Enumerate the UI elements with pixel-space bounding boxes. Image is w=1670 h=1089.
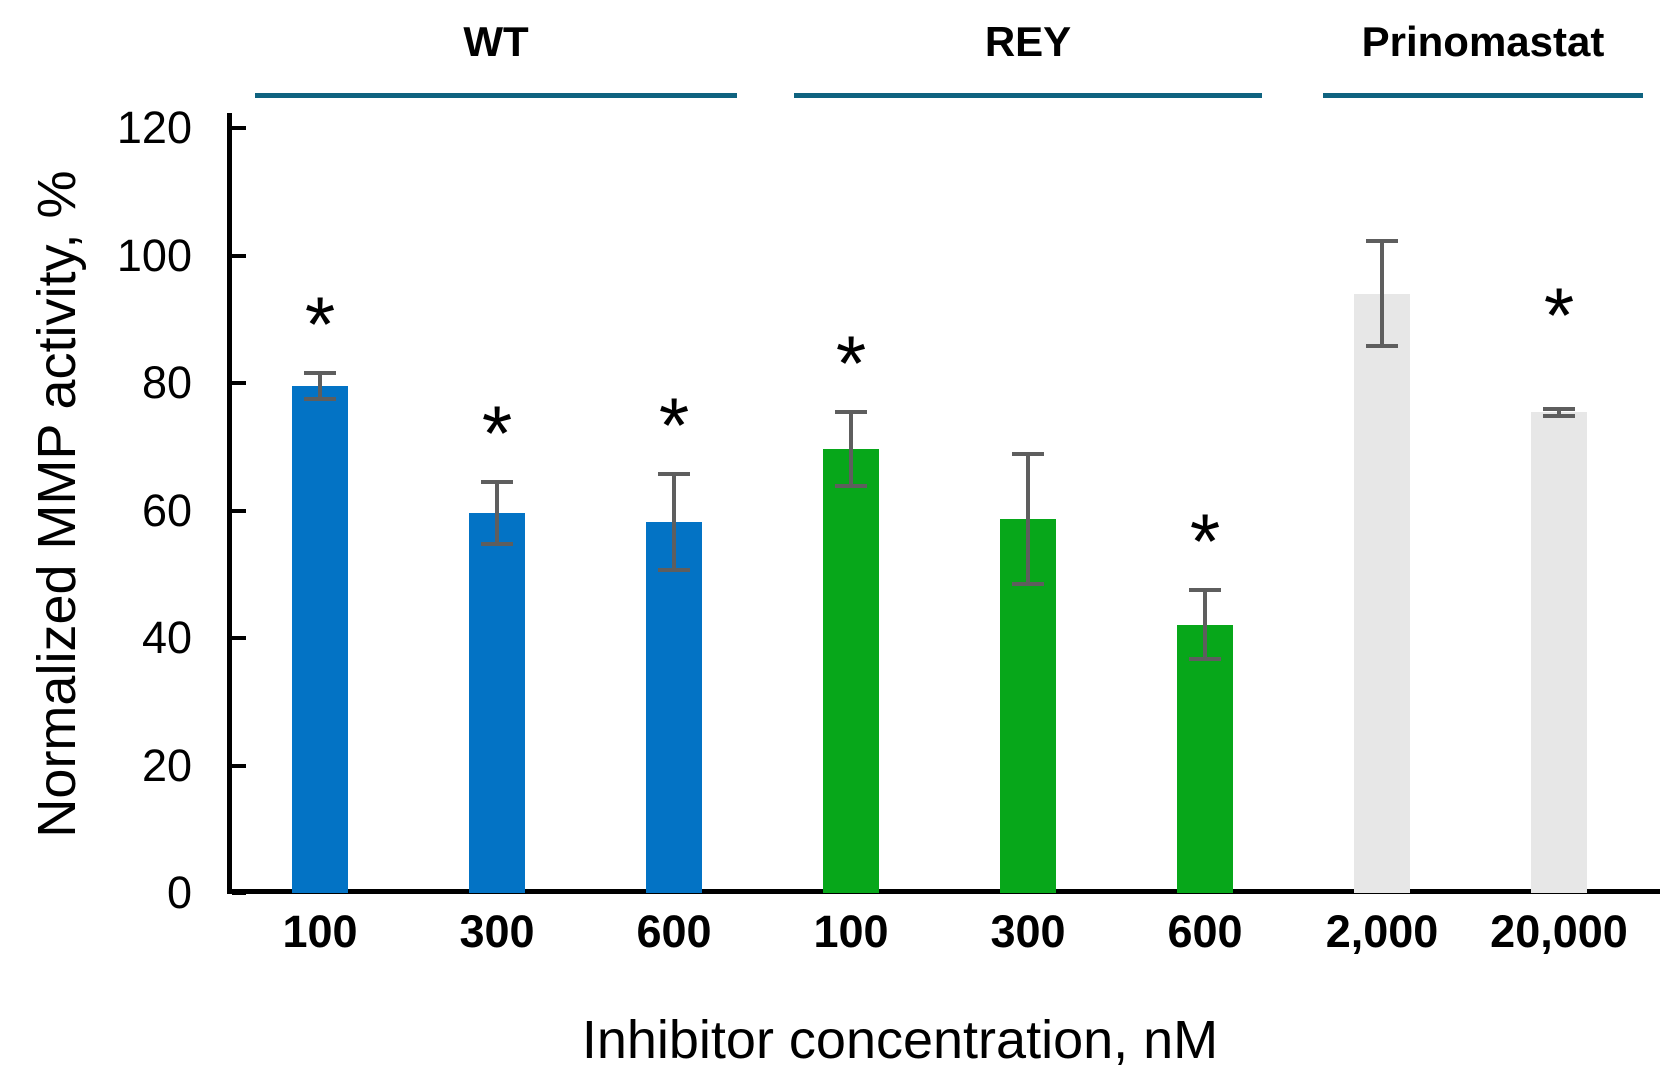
- bar: [646, 521, 702, 893]
- error-bar-cap-top: [304, 371, 336, 376]
- error-bar-cap-top: [1012, 452, 1044, 457]
- significance-asterisk: *: [304, 280, 336, 369]
- x-axis-line: [227, 889, 1660, 894]
- error-bar-cap-bottom: [658, 567, 690, 572]
- group-label: REY: [984, 18, 1072, 65]
- error-bar-cap-bottom: [1189, 657, 1221, 662]
- y-tick: [232, 381, 246, 385]
- y-tick-label: 120: [116, 102, 192, 153]
- y-tick: [232, 891, 246, 895]
- error-bar-stem: [495, 481, 499, 545]
- bar: [292, 386, 348, 893]
- error-bar-cap-bottom: [304, 396, 336, 401]
- error-bar-cap-bottom: [481, 542, 513, 547]
- error-bar-stem: [1026, 454, 1030, 585]
- bar: [1354, 293, 1410, 893]
- bar: [469, 513, 525, 893]
- error-bar-cap-top: [835, 410, 867, 415]
- y-tick: [232, 126, 246, 130]
- bar: [1177, 624, 1233, 893]
- error-bar-cap-top: [1189, 588, 1221, 593]
- y-tick-label: 80: [141, 357, 192, 408]
- group-underline: [1323, 93, 1643, 98]
- error-bar-stem: [672, 474, 676, 570]
- error-bar-cap-top: [1543, 406, 1575, 411]
- x-axis-title: Inhibitor concentration, nM: [581, 1010, 1219, 1070]
- significance-asterisk: *: [481, 388, 513, 477]
- y-tick: [232, 763, 246, 768]
- y-tick-label: 40: [141, 612, 192, 663]
- group-underline: [794, 93, 1262, 98]
- x-tick-label: 600: [636, 906, 712, 957]
- error-bar-stem: [1557, 408, 1561, 417]
- y-tick: [232, 508, 246, 513]
- bar: [823, 449, 879, 893]
- error-bar-cap-bottom: [1012, 582, 1044, 587]
- y-tick-label: 20: [141, 739, 192, 791]
- y-tick: [232, 636, 246, 640]
- error-bar-stem: [849, 412, 853, 487]
- x-tick-label: 100: [813, 906, 889, 957]
- significance-asterisk: *: [835, 319, 867, 408]
- group-label: WT: [463, 18, 529, 65]
- error-bar-cap-bottom: [835, 484, 867, 489]
- y-tick-label: 100: [116, 229, 192, 281]
- error-bar-stem: [318, 373, 322, 399]
- error-bar-stem: [1203, 590, 1207, 660]
- significance-asterisk: *: [1543, 270, 1575, 359]
- x-tick-label: 600: [1167, 906, 1243, 957]
- group-underline: [255, 93, 737, 98]
- error-bar-cap-top: [658, 472, 690, 477]
- error-bar-stem: [1380, 241, 1384, 347]
- significance-asterisk: *: [658, 381, 690, 470]
- x-tick-label: 300: [990, 906, 1066, 957]
- significance-asterisk: *: [1189, 497, 1221, 586]
- x-tick-label: 100: [282, 906, 358, 957]
- bar: [1531, 412, 1587, 893]
- x-tick-label: 300: [459, 906, 535, 957]
- error-bar-cap-top: [1366, 239, 1398, 244]
- error-bar-cap-top: [481, 479, 513, 484]
- group-label: Prinomastat: [1361, 18, 1605, 65]
- x-tick-label: 20,000: [1490, 906, 1628, 957]
- y-tick-label: 60: [141, 484, 192, 536]
- y-tick: [232, 253, 246, 258]
- error-bar-cap-bottom: [1543, 414, 1575, 419]
- x-tick-label: 2,000: [1325, 906, 1439, 957]
- y-tick-label: 0: [166, 867, 192, 918]
- error-bar-cap-bottom: [1366, 344, 1398, 349]
- y-axis-line: [227, 113, 232, 894]
